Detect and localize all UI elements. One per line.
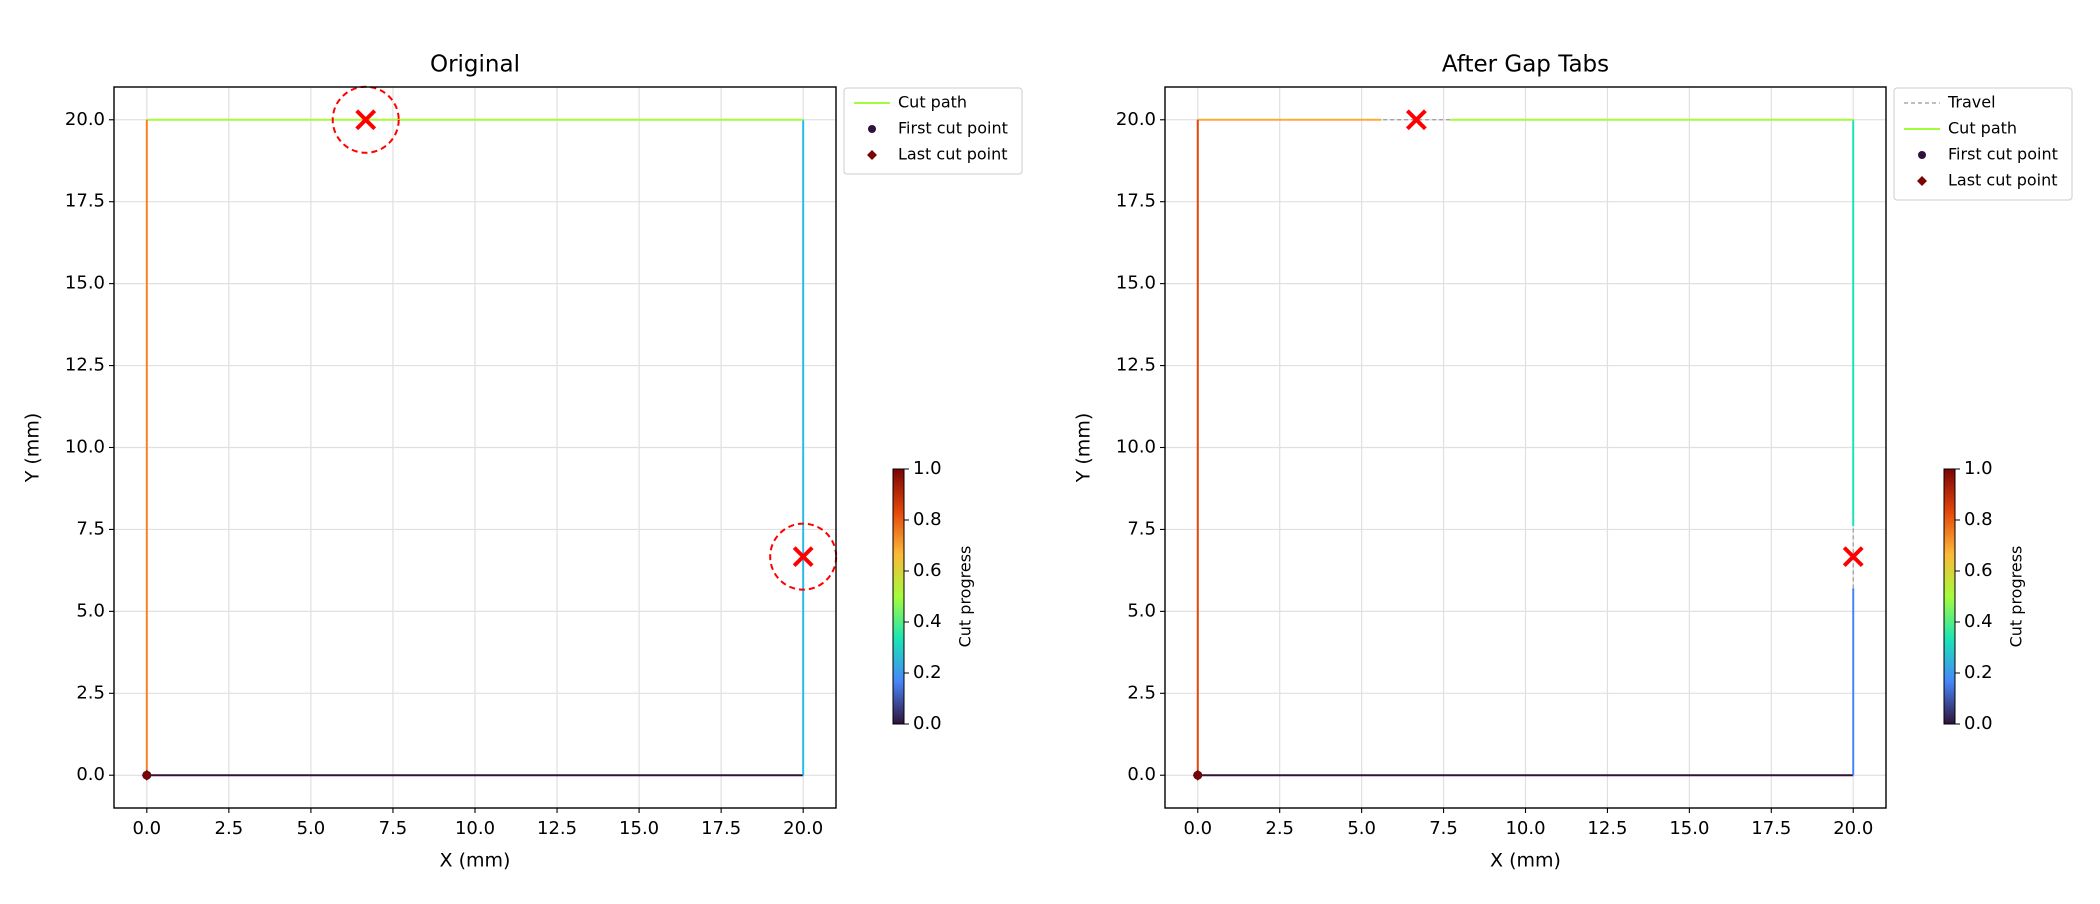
colorbar-tick-label: 0.8 [913, 509, 942, 530]
axes-frame [113, 86, 837, 809]
x-axis-label: X (mm) [440, 850, 511, 872]
y-tick-label: 5.0 [76, 600, 105, 621]
colorbar-tick-label: 0.0 [913, 713, 942, 734]
x-tick-label: 2.5 [215, 818, 244, 839]
y-tick-label: 10.0 [65, 437, 105, 458]
y-tick-label: 0.0 [76, 764, 105, 785]
x-tick-label: 7.5 [1429, 818, 1458, 839]
y-tick-label: 0.0 [1127, 764, 1156, 785]
legend-marker [1917, 176, 1927, 186]
colorbar [1943, 468, 1956, 725]
x-tick-label: 20.0 [783, 818, 823, 839]
x-tick-label: 5.0 [297, 818, 326, 839]
colorbar-label: Cut progress [2007, 546, 2026, 648]
y-tick-label: 20.0 [65, 109, 105, 130]
tab-marker [1842, 546, 1864, 568]
x-tick-label: 20.0 [1833, 818, 1873, 839]
last-cut-marker [1192, 769, 1203, 781]
colorbar-tick-label: 0.6 [1964, 560, 1993, 581]
colorbar-tick-label: 1.0 [913, 458, 942, 479]
y-tick-label: 12.5 [65, 355, 105, 376]
x-tick-label: 12.5 [537, 818, 577, 839]
tab-marker [1405, 109, 1427, 131]
colorbar [892, 468, 905, 725]
y-tick-label: 2.5 [1127, 682, 1156, 703]
y-tick-label: 12.5 [1116, 355, 1156, 376]
subplot: 0.0 2.5 5.0 7.5 10.0 12.5 15.0 17.5 20.0 0.0 2.5 5.… [22, 52, 1023, 872]
x-tick-label: 12.5 [1587, 818, 1627, 839]
x-tick-label: 0.0 [132, 818, 161, 839]
colorbar-tick-label: 0.4 [913, 611, 942, 632]
chart-title: Original [430, 52, 520, 78]
y-tick-label: 7.5 [1127, 518, 1156, 539]
colorbar-tick-label: 0.2 [913, 662, 942, 683]
axes-frame [1164, 86, 1887, 809]
subplot: 0.0 2.5 5.0 7.5 10.0 12.5 15.0 17.5 20.0 0.0 2.5 5.… [1073, 52, 2073, 872]
legend-label: Last cut point [1948, 171, 2058, 190]
last-cut-marker [141, 769, 152, 781]
y-tick-label: 17.5 [1116, 191, 1156, 212]
colorbar-tick-label: 0.8 [1964, 509, 1993, 530]
tab-marker [355, 109, 377, 131]
colorbar-label: Cut progress [956, 546, 975, 648]
x-tick-label: 0.0 [1183, 818, 1212, 839]
x-tick-label: 15.0 [619, 818, 659, 839]
legend-marker [1918, 151, 1926, 159]
x-tick-label: 10.0 [455, 818, 495, 839]
x-tick-label: 2.5 [1265, 818, 1294, 839]
legend-label: Travel [1947, 93, 1996, 112]
x-tick-label: 10.0 [1505, 818, 1545, 839]
y-tick-label: 15.0 [65, 273, 105, 294]
legend-box [843, 87, 1023, 175]
x-tick-label: 15.0 [1669, 818, 1709, 839]
legend-label: Cut path [1948, 119, 2017, 138]
y-tick-label: 17.5 [65, 191, 105, 212]
y-tick-label: 10.0 [1116, 437, 1156, 458]
colorbar-tick-label: 0.2 [1964, 662, 1993, 683]
legend-label: Last cut point [898, 145, 1008, 164]
x-tick-label: 5.0 [1347, 818, 1376, 839]
y-tick-label: 7.5 [76, 518, 105, 539]
legend-marker [867, 150, 877, 160]
x-tick-label: 7.5 [379, 818, 408, 839]
y-axis-label: Y (mm) [1073, 413, 1095, 484]
legend-box [1893, 87, 2073, 201]
colorbar-tick-label: 0.6 [913, 560, 942, 581]
colorbar-tick-label: 1.0 [1964, 458, 1993, 479]
colorbar-tick-label: 0.4 [1964, 611, 1993, 632]
tab-marker [792, 546, 814, 568]
y-tick-label: 20.0 [1116, 109, 1156, 130]
y-axis-label: Y (mm) [22, 413, 44, 484]
colorbar-tick-label: 0.0 [1964, 713, 1993, 734]
legend-label: First cut point [898, 119, 1008, 138]
x-tick-label: 17.5 [1751, 818, 1791, 839]
legend-label: First cut point [1948, 145, 2058, 164]
x-axis-label: X (mm) [1490, 850, 1561, 872]
chart-title: After Gap Tabs [1442, 52, 1609, 78]
y-tick-label: 5.0 [1127, 600, 1156, 621]
legend-marker [868, 125, 876, 133]
legend-label: Cut path [898, 93, 967, 112]
x-tick-label: 17.5 [701, 818, 741, 839]
y-tick-label: 15.0 [1116, 273, 1156, 294]
y-tick-label: 2.5 [76, 682, 105, 703]
